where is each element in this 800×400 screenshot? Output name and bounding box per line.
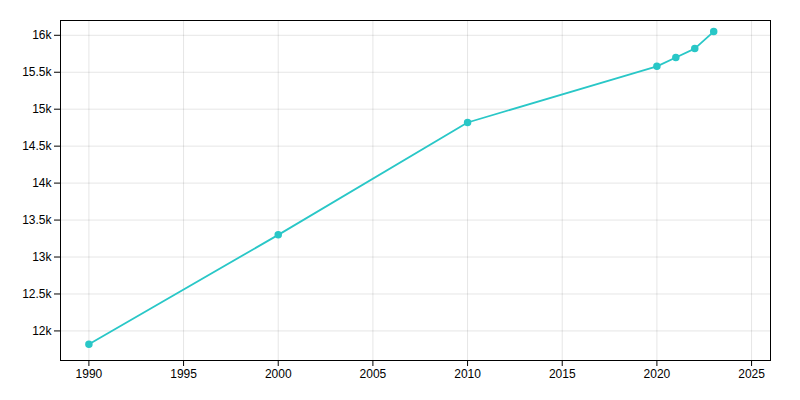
svg-text:2025: 2025: [738, 367, 765, 381]
svg-text:2005: 2005: [360, 367, 387, 381]
svg-text:1990: 1990: [76, 367, 103, 381]
svg-text:14k: 14k: [32, 176, 52, 190]
svg-text:12.5k: 12.5k: [22, 287, 52, 301]
svg-text:2010: 2010: [454, 367, 481, 381]
svg-text:2015: 2015: [549, 367, 576, 381]
svg-text:13k: 13k: [32, 250, 52, 264]
svg-text:2000: 2000: [265, 367, 292, 381]
svg-text:1995: 1995: [170, 367, 197, 381]
svg-text:12k: 12k: [32, 324, 52, 338]
svg-text:13.5k: 13.5k: [22, 213, 52, 227]
svg-text:15.5k: 15.5k: [22, 65, 52, 79]
svg-text:15k: 15k: [32, 102, 52, 116]
svg-text:16k: 16k: [32, 28, 52, 42]
svg-text:2020: 2020: [644, 367, 671, 381]
svg-text:14.5k: 14.5k: [22, 139, 52, 153]
